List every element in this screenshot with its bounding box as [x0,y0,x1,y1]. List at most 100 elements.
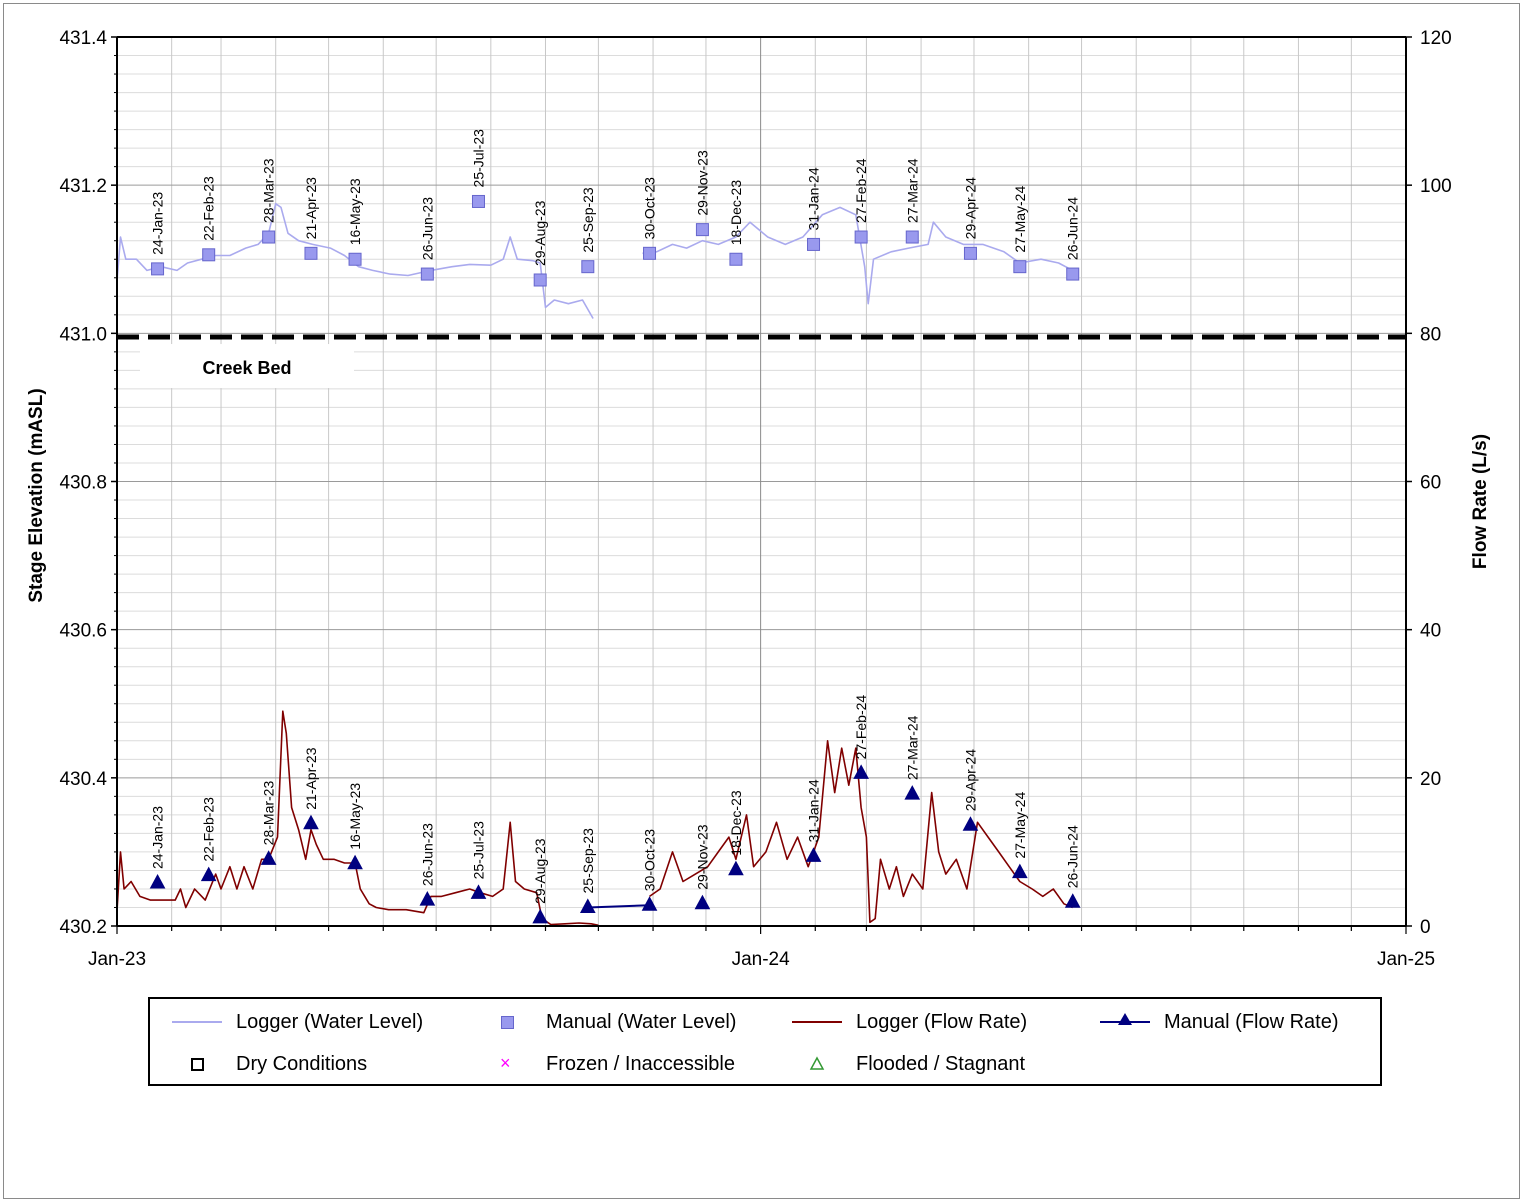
manual-water-level-date-label: 28-Mar-23 [261,158,277,223]
manual-flow-rate-marker [470,884,487,899]
manual-flow-rate-date-label: 27-May-24 [1012,792,1028,859]
manual-flow-rate-date-label: 24-Jan-23 [150,806,166,869]
manual-water-level-date-label: 26-Jun-23 [419,197,435,260]
manual-water-level-date-label: 27-Feb-24 [853,158,869,223]
manual-water-level-date-label: 26-Jun-24 [1065,197,1081,260]
manual-flow-rate-marker [694,894,711,910]
legend-label: Logger (Water Level) [236,1010,424,1033]
legend-line-symbol [790,1007,844,1037]
y-left-tick-label: 430.2 [59,917,107,938]
manual-flow-rate-marker [853,764,869,779]
legend-square-symbol [480,1007,534,1037]
y-right-tick-label: 100 [1420,176,1452,197]
legend-item-frozen: × Frozen / Inaccessible [480,1049,735,1079]
manual-flow-rate-marker [419,891,436,906]
logger-water-level-line [642,206,1074,305]
manual-water-level-marker [262,230,276,244]
manual-flow-rate-marker [728,860,744,876]
creek-bed-label-background [140,344,354,389]
manual-water-level-date-label: 29-Nov-23 [694,150,710,216]
y-left-tick-label: 431.4 [59,28,107,49]
manual-water-level-marker [695,223,709,237]
series [116,194,1081,927]
manual-flow-rate-marker [805,847,822,862]
manual-flow-rate-connector [587,904,650,909]
manual-water-level-marker [1066,267,1080,281]
manual-flow-rate-date-label: 27-Mar-24 [904,715,920,780]
manual-flow-rate-marker [962,816,979,831]
manual-flow-rate-marker [149,873,166,889]
legend-label: Dry Conditions [236,1052,368,1075]
manual-flow-rate-date-label: 18-Dec-23 [728,790,744,856]
manual-water-level-marker [729,252,743,266]
y-left-tick-label: 431.2 [59,176,107,197]
y-left-tick-label: 430.4 [59,769,107,790]
manual-flow-rate-marker [347,854,363,870]
logger-flow-rate-line [649,739,1074,924]
manual-flow-rate-date-label: 16-May-23 [347,783,363,850]
y-right-tick-label: 20 [1420,769,1441,790]
manual-water-level-date-label: 31-Jan-24 [806,167,822,230]
y-right-tick-label: 80 [1420,324,1441,345]
legend-label: Flooded / Stagnant [856,1052,1026,1075]
manual-water-level-marker [807,237,821,251]
manual-water-level-date-label: 25-Jul-23 [470,129,486,188]
manual-water-level-date-label: 27-Mar-24 [904,158,920,223]
manual-water-level-date-label: 27-May-24 [1012,186,1028,253]
creek-bed-label: Creek Bed [202,358,291,378]
gridlines [117,37,1406,926]
legend-label: Manual (Flow Rate) [1164,1010,1339,1033]
legend-label: Logger (Flow Rate) [856,1010,1028,1033]
manual-water-level-marker [533,273,547,287]
manual-water-level-marker [854,230,868,244]
y-left-tick-label: 430.8 [59,473,107,494]
manual-flow-rate-marker [532,908,549,924]
manual-water-level-date-label: 30-Oct-23 [642,177,658,239]
manual-flow-rate-marker [579,898,596,913]
legend-item-logger-flow-rate: Logger (Flow Rate) [790,1007,1027,1037]
manual-flow-rate-marker [904,785,921,800]
legend-open-triangle-symbol [790,1049,844,1079]
y-right-tick-label: 40 [1420,621,1441,642]
manual-flow-rate-date-label: 22-Feb-23 [201,797,217,862]
manual-flow-rate-date-label: 26-Jun-23 [419,823,435,886]
manual-flow-rate-date-label: 21-Apr-23 [303,747,319,809]
legend-label: Frozen / Inaccessible [546,1052,735,1075]
manual-flow-rate-date-label: 25-Sep-23 [580,828,596,894]
manual-water-level-date-label: 22-Feb-23 [201,176,217,241]
legend-item-dry-conditions: Dry Conditions [170,1049,367,1079]
manual-water-level-date-label: 29-Aug-23 [532,200,548,266]
x-tick-label: Jan-24 [732,949,791,970]
legend-label: Manual (Water Level) [546,1010,737,1033]
axes: 430.2 430.4 430.6 430.8 431.0 431.2 431.4 0 20 40… [59,28,1451,970]
legend: Logger (Water Level) Manual (Water Level… [148,997,1382,1086]
manual-water-level-date-label: 24-Jan-23 [150,192,166,255]
manual-water-level-marker [420,267,434,281]
manual-flow-rate-marker [641,896,658,911]
manual-water-level-marker [963,246,977,260]
logger-water-level-line [116,202,594,319]
manual-flow-rate-date-label: 29-Apr-24 [962,749,978,811]
manual-flow-rate-date-label: 26-Jun-24 [1065,825,1081,888]
legend-item-manual-flow-rate: Manual (Flow Rate) [1098,1007,1339,1037]
manual-flow-rate-marker [303,814,319,830]
manual-water-level-date-label: 18-Dec-23 [728,180,744,246]
manual-flow-rate-date-label: 29-Aug-23 [532,838,548,904]
chart-area: Creek Bed 24-Jan-23 22-Feb-23 28-Mar-23 21-… [26,28,1491,970]
y-right-tick-label: 0 [1420,917,1431,938]
y-right-tick-label: 120 [1420,28,1452,49]
y-left-tick-label: 430.6 [59,621,107,642]
manual-water-level-marker [643,246,657,260]
manual-water-level-marker [471,194,485,208]
manual-water-level-date-label: 29-Apr-24 [962,177,978,239]
legend-open-square-symbol [170,1049,224,1079]
manual-water-level-marker [581,260,595,274]
manual-water-level-date-label: 25-Sep-23 [580,187,596,253]
manual-water-level-marker [304,246,318,260]
legend-item-manual-water-level: Manual (Water Level) [480,1007,736,1037]
manual-water-level-marker [905,230,919,244]
legend-item-flooded: Flooded / Stagnant [790,1049,1025,1079]
y-left-tick-label: 431.0 [59,324,107,345]
x-tick-label: Jan-23 [88,949,146,970]
legend-line-symbol [170,1007,224,1037]
